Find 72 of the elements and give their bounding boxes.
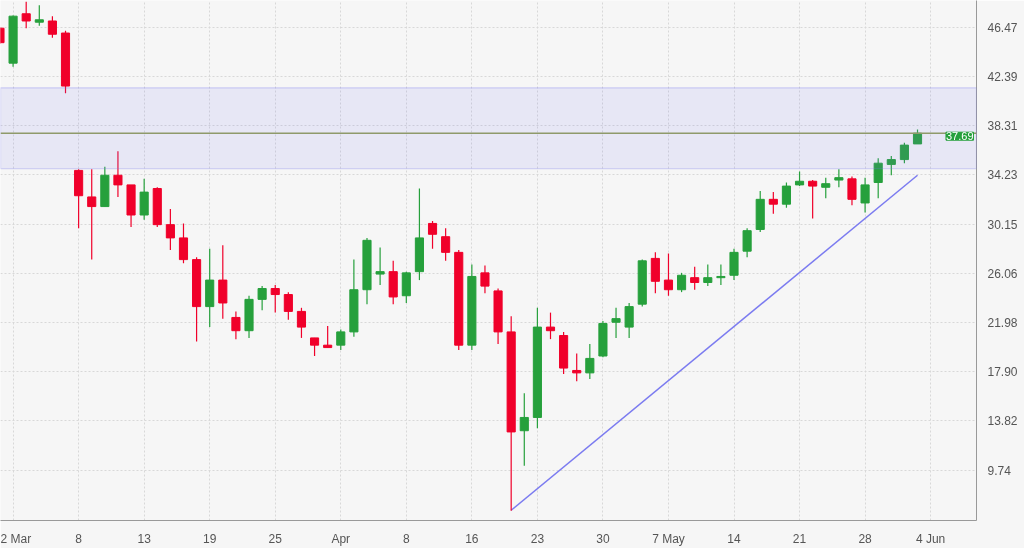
candlestick — [545, 312, 556, 340]
y-tick-label: 9.74 — [987, 463, 1012, 478]
candlestick — [821, 177, 831, 199]
candlestick — [768, 191, 778, 215]
candlestick — [310, 337, 320, 357]
x-tick-label: 2 Mar — [0, 531, 32, 546]
candlestick — [113, 150, 123, 198]
candlestick — [650, 251, 660, 294]
candlestick — [742, 227, 752, 258]
candlestick — [323, 325, 333, 349]
candlestick — [899, 142, 909, 164]
candlestick — [611, 307, 621, 339]
candlestick — [480, 265, 490, 294]
candlestick — [336, 328, 346, 351]
candlestick — [808, 179, 818, 220]
candlestick — [860, 177, 870, 214]
candlestick — [834, 168, 844, 188]
y-tick-label: 26.06 — [987, 266, 1018, 281]
candlestick — [441, 227, 451, 262]
candlestick — [375, 246, 385, 286]
x-tick-label: 16 — [465, 531, 479, 546]
x-tick-label: 21 — [792, 531, 807, 546]
x-tick-label: 19 — [203, 531, 217, 546]
ref-line-label: 37.69 — [945, 130, 974, 143]
candlestick — [663, 252, 674, 297]
x-tick-label: 28 — [858, 531, 873, 546]
y-tick-label: 13.82 — [987, 414, 1018, 429]
candlestick — [257, 285, 267, 311]
candlestick — [729, 248, 739, 281]
x-tick-label: 23 — [530, 531, 545, 546]
x-tick-label: 13 — [137, 531, 152, 546]
candlestick — [873, 157, 883, 199]
y-tick-label: 17.90 — [987, 365, 1018, 380]
candlestick — [139, 178, 149, 221]
candlestick — [716, 263, 726, 286]
x-tick-label: 30 — [596, 531, 610, 546]
y-tick-label: 34.23 — [987, 168, 1018, 183]
y-tick-label: 21.98 — [987, 316, 1018, 330]
y-tick-label: 38.31 — [987, 119, 1018, 134]
candlestick — [178, 222, 189, 264]
y-tick-label: 30.15 — [987, 217, 1018, 232]
candlestick — [34, 4, 44, 27]
y-tick-label: 42.39 — [987, 70, 1018, 85]
candlestick — [87, 168, 97, 261]
candlestick — [677, 272, 687, 293]
candlestick — [519, 392, 529, 467]
x-tick-label: Apr — [331, 531, 351, 546]
x-tick-label: 7 May — [652, 531, 685, 546]
candlestick — [886, 155, 896, 176]
candlestick — [218, 244, 228, 320]
x-tick-label: 14 — [727, 531, 742, 546]
candlestick — [21, 1, 31, 29]
x-tick-label: 8 — [75, 531, 83, 546]
candlestick — [283, 291, 293, 321]
candlestick — [847, 175, 857, 206]
candlestick — [270, 284, 280, 314]
x-tick-label: 4 Jun — [915, 531, 946, 546]
candlestick — [427, 220, 438, 250]
candlestick — [231, 310, 241, 340]
candlestick — [572, 352, 582, 382]
candlestick — [296, 307, 307, 339]
candlestick — [703, 263, 713, 287]
candlestick — [690, 266, 700, 291]
y-tick-label: 46.47 — [987, 20, 1018, 35]
candlestick — [401, 271, 411, 304]
candlestick — [781, 181, 791, 209]
candlestick — [47, 15, 57, 39]
candlestick — [585, 343, 595, 380]
candlestick — [165, 208, 175, 251]
candlestick — [624, 302, 634, 339]
x-tick-label: 25 — [268, 531, 283, 546]
x-tick-label: 8 — [402, 531, 410, 546]
